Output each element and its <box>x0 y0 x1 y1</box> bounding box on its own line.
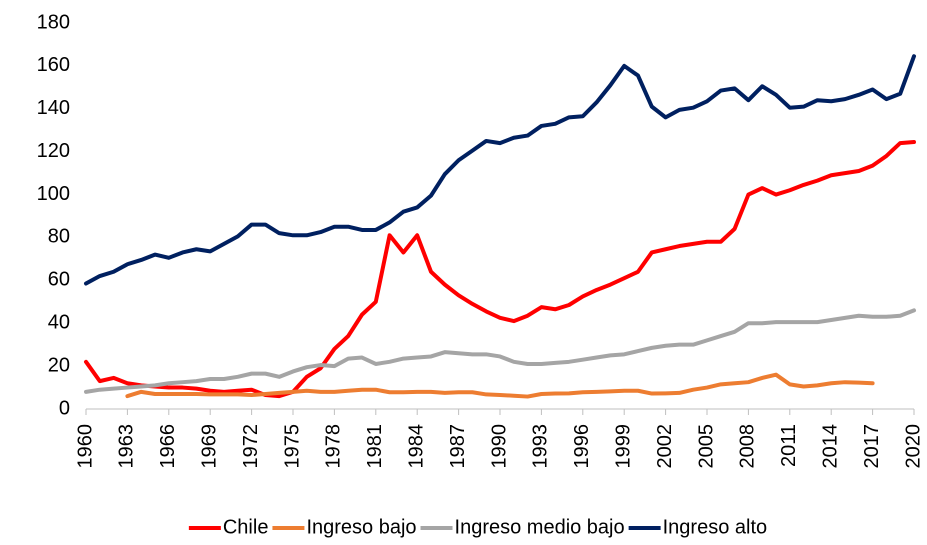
y-tick-label: 40 <box>48 312 70 334</box>
x-tick-label: 1987 <box>447 424 469 469</box>
y-tick-label: 0 <box>59 397 70 419</box>
x-tick-label: 1996 <box>571 424 593 469</box>
x-tick-label: 2011 <box>778 424 800 467</box>
x-tick-label: 2020 <box>902 424 924 469</box>
x-tick-label: 1960 <box>74 424 96 469</box>
y-tick-label: 140 <box>37 97 70 119</box>
legend-label: Ingreso alto <box>663 516 768 538</box>
y-tick-label: 160 <box>37 54 70 76</box>
x-tick-label: 2002 <box>654 424 676 469</box>
x-tick-label: 1990 <box>488 424 510 469</box>
y-tick-label: 20 <box>48 354 70 376</box>
x-tick-label: 1966 <box>157 424 179 469</box>
y-tick-label: 120 <box>37 140 70 162</box>
x-tick-label: 1981 <box>364 424 386 469</box>
x-tick-label: 1972 <box>240 424 262 469</box>
x-tick-label: 1963 <box>116 424 138 469</box>
series-line <box>125 372 875 399</box>
legend-item: Ingreso medio bajo <box>420 516 625 538</box>
y-tick-label: 100 <box>37 183 70 205</box>
x-tick-label: 1999 <box>612 424 634 469</box>
series-line <box>84 54 916 286</box>
x-tick-label: 1975 <box>281 424 303 469</box>
legend-item: Chile <box>188 516 269 538</box>
x-tick-label: 2014 <box>819 424 841 469</box>
legend-label: Chile <box>223 516 269 538</box>
x-tick-label: 1984 <box>405 424 427 469</box>
legend: Chile Ingreso bajo Ingreso medio bajo Ingre… <box>188 516 768 538</box>
series-line <box>84 140 916 399</box>
y-tick-label: 60 <box>48 269 70 291</box>
x-tick-label: 1978 <box>323 424 345 469</box>
legend-item: Ingreso bajo <box>272 516 417 538</box>
x-tick-label: 1969 <box>198 424 220 469</box>
x-tick-label: 2008 <box>737 424 759 469</box>
y-tick-label: 80 <box>48 226 70 248</box>
series-line <box>84 308 916 394</box>
x-tick-label: 2017 <box>861 424 883 469</box>
y-tick-label: 180 <box>37 11 70 33</box>
x-tick-label: 1993 <box>530 424 552 469</box>
legend-label: Ingreso medio bajo <box>455 516 625 538</box>
legend-label: Ingreso bajo <box>306 516 416 538</box>
legend-item: Ingreso alto <box>628 516 768 538</box>
x-tick-label: 2005 <box>695 424 717 469</box>
